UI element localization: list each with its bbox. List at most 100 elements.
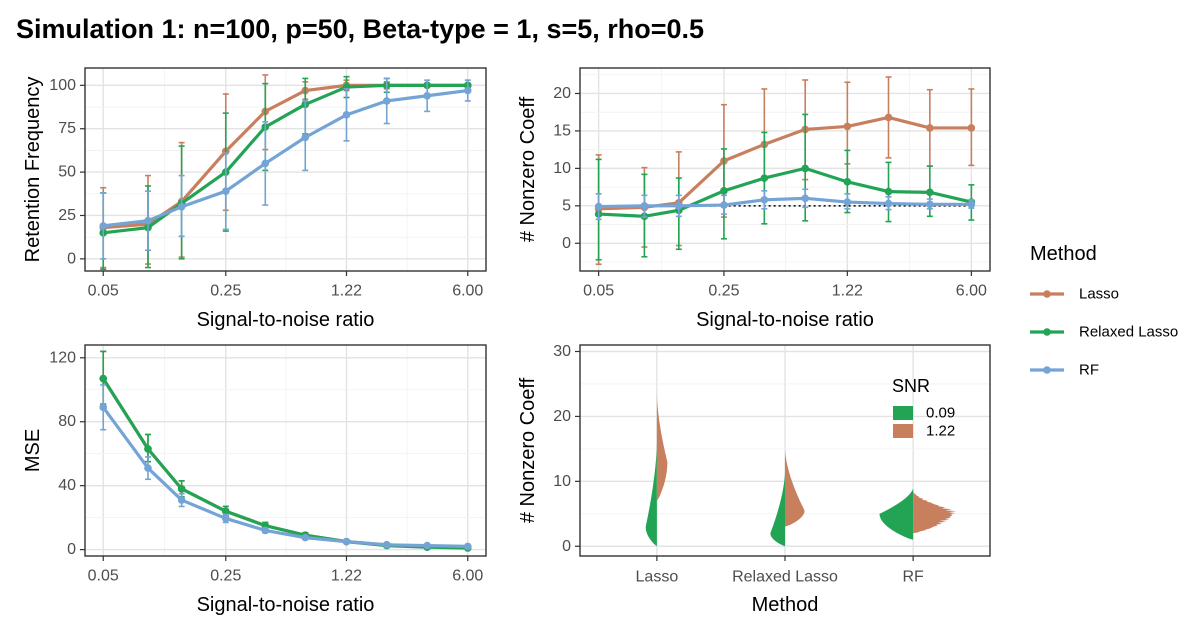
line-segment [263, 524, 307, 537]
x-tick-label: 0.05 [88, 568, 119, 585]
data-point [221, 187, 230, 195]
panel-bottom-right: 0 10 20 30 Lasso Relaxed Lasso RF Method # Nonze… [517, 343, 991, 616]
line-segment [263, 528, 307, 540]
x-tick-label: Lasso [636, 569, 679, 586]
data-point [382, 97, 391, 105]
data-point [967, 124, 976, 132]
line-segment [224, 161, 267, 193]
data-point [261, 526, 270, 535]
x-tick-label: 1.22 [331, 283, 362, 300]
line-segment [224, 109, 267, 153]
line-segment [803, 124, 849, 132]
series-line [101, 83, 470, 235]
method-legend-title: Method [1030, 243, 1097, 265]
line-segment [762, 166, 807, 180]
data-point [843, 122, 852, 131]
y-tick-label: 0 [562, 235, 571, 252]
series-rf [99, 77, 472, 260]
line-segment [344, 540, 389, 547]
x-tick-label: 0.25 [210, 568, 241, 585]
violin-relaxed-lasso-snr-1.22 [785, 448, 805, 527]
data-point [261, 159, 270, 168]
line-segment [263, 102, 307, 129]
y-tick-label: 15 [553, 122, 571, 139]
line-segment [642, 208, 681, 218]
y-tick-label: 20 [553, 85, 571, 102]
series-line [597, 196, 973, 209]
panel-top-right: 0 5 10 15 20 0.05 0.25 1.22 6.00 Signal-to-noise … [517, 67, 991, 331]
method-legend-label: Lasso [1079, 286, 1119, 303]
line-segment [180, 189, 228, 209]
series-lasso [99, 74, 472, 269]
y-tick-label: 75 [58, 120, 76, 137]
data-point [843, 198, 852, 206]
data-point [177, 496, 186, 504]
data-point [301, 533, 310, 542]
data-point [144, 216, 152, 225]
x-tick-label: 1.22 [331, 568, 362, 585]
data-point [144, 464, 152, 472]
data-point [594, 202, 603, 211]
data-point [967, 200, 976, 209]
method-legend: Method Lasso Relaxed Lasso RF [1030, 243, 1178, 379]
line-segment [722, 142, 766, 163]
method-legend-key-point [1043, 328, 1051, 336]
x-tick-label: 1.22 [832, 283, 863, 300]
line-segment [303, 83, 349, 93]
violin-rf-snr-0.09 [879, 487, 914, 540]
x-tick-label: 6.00 [956, 283, 987, 300]
snr-legend-label: 0.09 [926, 405, 955, 422]
line-segment [146, 466, 184, 502]
data-point [926, 188, 934, 197]
data-point [926, 124, 934, 132]
series-line [101, 405, 470, 549]
y-tick-label: 100 [49, 77, 76, 94]
panel-top-left: 0 25 50 75 100 0.05 0.25 1.22 6.00 Signal-to-nois… [22, 67, 487, 331]
series-lasso [594, 76, 976, 266]
line-segment [344, 99, 389, 117]
line-segment [101, 405, 150, 470]
line-segment [677, 189, 726, 212]
x-tick-label: 6.00 [452, 568, 483, 585]
line-segment [803, 166, 849, 184]
line-segment [263, 88, 307, 113]
snr-legend-title: SNR [892, 376, 930, 396]
line-segment [597, 204, 646, 209]
x-tick-label: RF [902, 569, 924, 586]
x-tick-label: 6.00 [452, 283, 483, 300]
data-point [843, 178, 852, 186]
y-tick-label: 30 [553, 343, 571, 360]
line-segment [146, 201, 184, 230]
data-point [221, 507, 230, 516]
series-relaxed-lasso [99, 350, 472, 552]
data-point [884, 187, 893, 196]
y-tick-label: 0 [67, 250, 76, 267]
data-point [463, 86, 472, 95]
snr-legend: SNR 0.091.22 [892, 376, 955, 440]
line-segment [224, 509, 267, 528]
panel-border [84, 344, 487, 557]
line-segment [101, 376, 150, 451]
data-point [177, 485, 186, 493]
y-tick-label: 120 [49, 349, 76, 366]
line-segment [303, 536, 349, 544]
series-rf [99, 384, 472, 551]
y-axis-label: # Nonzero Coeff [517, 96, 539, 242]
data-point [221, 514, 230, 523]
line-segment [928, 190, 973, 204]
series-line [101, 88, 470, 228]
x-tick-label: 0.05 [88, 283, 119, 300]
line-segment [677, 159, 726, 205]
data-point [640, 202, 649, 210]
series-line [597, 166, 973, 218]
data-point [674, 202, 683, 210]
line-segment [845, 180, 891, 194]
series-relaxed-lasso [99, 75, 472, 271]
data-point [423, 91, 431, 100]
y-axis-label: # Nonzero Coeff [517, 377, 539, 523]
line-segment [224, 125, 267, 174]
y-axis-label: Retention Frequency [22, 77, 44, 263]
data-point [382, 541, 391, 549]
data-point [720, 201, 728, 209]
line-segment [146, 447, 184, 491]
